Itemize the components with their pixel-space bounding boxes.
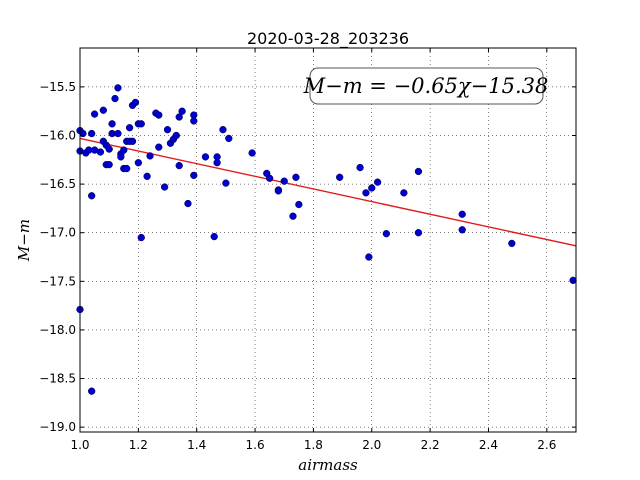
- data-point: [219, 126, 227, 134]
- data-point: [114, 84, 122, 92]
- data-point: [134, 159, 143, 167]
- data-point: [105, 161, 113, 169]
- data-point: [137, 120, 145, 128]
- data-point: [336, 173, 344, 181]
- data-point: [569, 276, 577, 284]
- data-point: [213, 159, 221, 167]
- y-tick-label: −17.0: [39, 226, 76, 240]
- data-point: [295, 200, 303, 209]
- data-point: [172, 131, 180, 140]
- x-tick-label: 1.8: [304, 438, 323, 452]
- data-point: [175, 161, 183, 170]
- y-tick-label: −17.5: [39, 274, 76, 288]
- y-tick-label: −15.5: [39, 80, 76, 94]
- data-point: [280, 177, 288, 185]
- data-point: [190, 171, 198, 180]
- data-point: [163, 126, 172, 134]
- fit-equation-annotation: M−m = −0.65χ−15.38: [303, 67, 549, 105]
- annotation-box: [309, 67, 544, 105]
- x-tick-label: 1.4: [187, 438, 206, 452]
- y-tick-label: −16.5: [39, 177, 76, 191]
- data-point: [190, 117, 198, 125]
- y-tick-label: −18.0: [39, 323, 76, 337]
- data-point: [356, 163, 364, 172]
- data-point: [88, 387, 96, 395]
- data-point: [274, 187, 283, 195]
- y-axis-label: M−m: [15, 219, 33, 262]
- data-point: [131, 98, 140, 107]
- data-point: [265, 174, 274, 182]
- data-point: [114, 129, 122, 138]
- data-point: [289, 212, 297, 220]
- data-points: [76, 84, 577, 395]
- axis-ticks: 1.0 1.2 1.4 1.6 1.8 2.0 2.2 2.4 2.6 −15.5 −16.0 −16…: [39, 48, 576, 452]
- data-point: [201, 153, 210, 161]
- data-point: [99, 106, 107, 114]
- y-tick-label: −16.0: [39, 128, 76, 142]
- fit-line-layer: [79, 137, 577, 247]
- grid: [79, 48, 576, 432]
- x-axis-label: airmass: [298, 456, 358, 474]
- data-point: [117, 153, 125, 161]
- data-point: [365, 253, 373, 261]
- data-point: [137, 233, 145, 242]
- x-tick-label: 2.6: [537, 438, 556, 452]
- data-point: [382, 230, 391, 238]
- x-tick-label: 2.4: [479, 438, 498, 452]
- data-point: [175, 113, 183, 121]
- x-tick-label: 1.0: [70, 438, 89, 452]
- x-tick-label: 2.0: [362, 438, 381, 452]
- data-point: [96, 148, 105, 156]
- data-point: [111, 94, 119, 103]
- data-point: [292, 173, 300, 181]
- data-point: [400, 189, 408, 197]
- data-point: [123, 164, 131, 173]
- data-point: [458, 226, 466, 234]
- data-point: [414, 229, 423, 237]
- fit-line: [79, 137, 577, 247]
- data-point: [225, 134, 233, 143]
- data-point: [146, 152, 154, 160]
- plot-area: [80, 48, 576, 432]
- data-point: [88, 192, 96, 200]
- data-point: [362, 189, 370, 197]
- data-point: [105, 145, 113, 153]
- y-tick-label: −19.0: [39, 420, 76, 434]
- data-point: [160, 183, 169, 191]
- x-tick-label: 2.2: [421, 438, 440, 452]
- data-point: [155, 143, 163, 151]
- data-point: [108, 120, 116, 128]
- data-point: [184, 199, 192, 208]
- data-point: [128, 137, 137, 145]
- data-point: [368, 184, 376, 192]
- x-tick-label: 1.2: [129, 438, 148, 452]
- data-point: [458, 210, 466, 218]
- y-tick-label: −18.5: [39, 372, 76, 386]
- data-point: [414, 167, 423, 176]
- data-point: [373, 178, 382, 186]
- data-point: [508, 239, 516, 248]
- data-point: [222, 179, 230, 187]
- chart-title: 2020-03-28_203236: [247, 29, 409, 49]
- data-point: [155, 111, 163, 119]
- data-point: [88, 129, 96, 138]
- plot-frame: [79, 47, 577, 433]
- data-point: [210, 232, 218, 241]
- data-point: [143, 172, 151, 180]
- data-point: [120, 146, 128, 154]
- x-tick-label: 1.6: [246, 438, 265, 452]
- data-point: [178, 107, 186, 115]
- data-point: [248, 149, 256, 157]
- data-point: [125, 124, 134, 132]
- annotation-text: M−m = −0.65χ−15.38: [303, 74, 549, 98]
- data-point: [90, 110, 99, 118]
